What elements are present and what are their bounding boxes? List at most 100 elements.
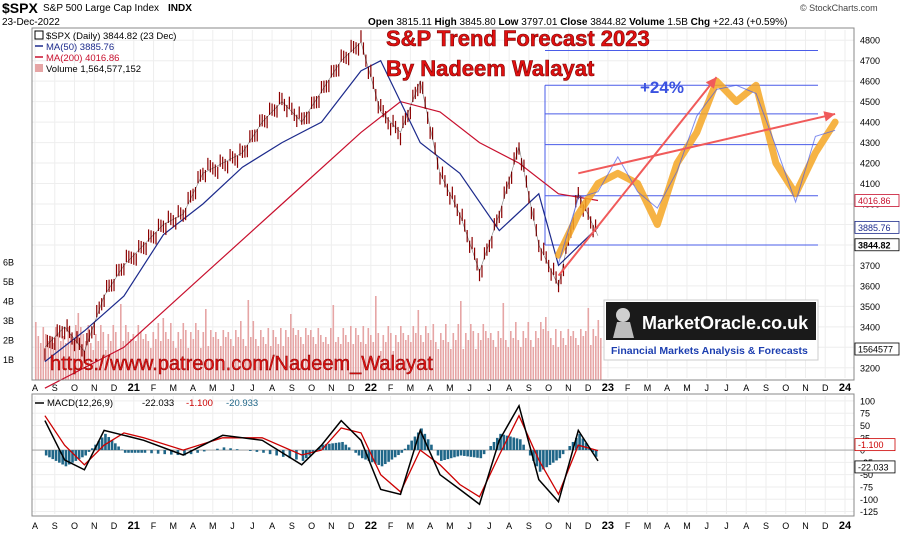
macd-hist-bar xyxy=(594,450,598,457)
volume-bar xyxy=(310,330,312,380)
volume-bar xyxy=(37,336,40,380)
macd-hist-bar xyxy=(542,450,545,470)
macd-x-tick-label: S xyxy=(763,521,769,531)
macd-x-tick-label: S xyxy=(52,521,58,531)
volume-bar xyxy=(307,335,310,380)
y-tick-label: 4700 xyxy=(860,56,880,66)
volume-bar xyxy=(492,340,495,380)
x-tick-label: O xyxy=(308,383,315,393)
logo-text: MarketOracle.co.uk xyxy=(642,313,809,333)
volume-bar xyxy=(387,326,390,380)
volume-bar xyxy=(352,344,355,380)
macd-hist-bar xyxy=(202,450,206,452)
volume-bar xyxy=(505,340,507,380)
volume-bar xyxy=(315,344,317,380)
legend-price: $SPX (Daily) 3844.82 (23 Dec) xyxy=(46,31,176,42)
x-tick-label: S xyxy=(526,383,532,393)
volume-bar xyxy=(82,334,85,380)
volume-bar xyxy=(242,339,245,380)
volume-bar xyxy=(522,331,525,380)
macd-hist-bar xyxy=(64,450,68,467)
volume-bar xyxy=(290,314,292,380)
macd-x-tick-label: S xyxy=(289,521,295,531)
macd-hist-bar xyxy=(51,450,55,460)
legend-volume: Volume 1,564,577,152 xyxy=(46,64,141,75)
volume-bar xyxy=(542,329,545,380)
forecast-title: S&P Trend Forecast 2023 xyxy=(386,26,650,51)
macd-value-label: -1.100 xyxy=(858,440,884,450)
volume-bar xyxy=(102,332,105,380)
volume-bar xyxy=(445,324,447,380)
macd-hist-bar xyxy=(67,450,71,465)
macd-x-tick-label: S xyxy=(526,521,532,531)
macd-hist-bar xyxy=(295,450,298,460)
volume-bar xyxy=(447,342,450,380)
macd-hist-bar xyxy=(449,450,453,459)
volume-bar xyxy=(255,339,257,380)
legend-signal-value: -1.100 xyxy=(186,398,213,409)
volume-bar xyxy=(302,344,305,380)
volume-bar xyxy=(50,336,52,380)
volume-bar xyxy=(550,338,552,380)
macd-y-tick-label: 100 xyxy=(860,396,875,406)
x-tick-label: D xyxy=(585,383,592,393)
volume-bar xyxy=(537,338,540,380)
volume-bar xyxy=(532,347,535,380)
volume-bar xyxy=(372,342,375,380)
volume-bar xyxy=(407,335,410,380)
volume-bar xyxy=(227,332,230,380)
x-tick-label: D xyxy=(348,383,355,393)
macd-hist-bar xyxy=(499,433,502,451)
volume-bar xyxy=(317,328,320,380)
macd-x-tick-label: D xyxy=(585,521,592,531)
macd-hist-bar xyxy=(84,450,87,456)
volume-bar xyxy=(137,325,140,380)
x-tick-label: A xyxy=(427,383,433,393)
volume-bar xyxy=(355,328,357,380)
x-tick-label: M xyxy=(446,383,454,393)
volume-bar xyxy=(395,335,397,380)
macd-x-tick-label: F xyxy=(625,521,631,531)
macd-hist-bar xyxy=(489,446,492,451)
macd-hist-bar xyxy=(275,450,278,456)
volume-bar xyxy=(337,337,340,380)
macd-x-tick-label: A xyxy=(664,521,670,531)
volume-bar xyxy=(557,347,560,380)
volume-bar xyxy=(237,337,240,380)
macd-hist-bar xyxy=(77,450,81,460)
macd-hist-bar xyxy=(90,448,94,451)
y-tick-label: 4300 xyxy=(860,138,880,148)
close-label: Close xyxy=(560,17,588,28)
volume-bar xyxy=(62,336,65,380)
volume-bar xyxy=(202,332,205,380)
open-value: 3815.11 xyxy=(396,17,432,28)
macd-y-tick-label: 75 xyxy=(860,409,870,419)
volume-bar xyxy=(157,323,160,380)
macd-hist-bar xyxy=(130,450,134,453)
volume-bar xyxy=(322,342,325,380)
macd-hist-bar xyxy=(156,450,160,454)
volume-bar xyxy=(267,328,270,380)
macd-hist-bar xyxy=(456,450,460,457)
macd-hist-bar xyxy=(551,450,555,463)
macd-hist-bar xyxy=(163,450,167,455)
macd-hist-bar xyxy=(189,450,193,455)
trend-arrow-head xyxy=(705,77,717,89)
legend-ma50: MA(50) 3885.76 xyxy=(46,42,114,53)
macd-hist-bar xyxy=(235,449,239,451)
volume-bar xyxy=(75,325,77,380)
volume-bar xyxy=(477,333,480,380)
macd-hist-bar xyxy=(515,438,519,451)
volume-bar xyxy=(490,333,492,380)
volume-bar xyxy=(215,332,217,380)
x-tick-label: O xyxy=(71,383,78,393)
volume-bar xyxy=(575,338,577,380)
macd-hist-bar xyxy=(380,450,384,467)
volume-bar xyxy=(135,341,137,380)
volume-bar xyxy=(342,328,345,380)
volume-label: Volume xyxy=(629,17,665,28)
y-tick-label: 4200 xyxy=(860,159,880,169)
volume-bar xyxy=(90,343,92,380)
macd-hist-bar xyxy=(561,450,565,455)
volume-bar xyxy=(270,346,272,380)
